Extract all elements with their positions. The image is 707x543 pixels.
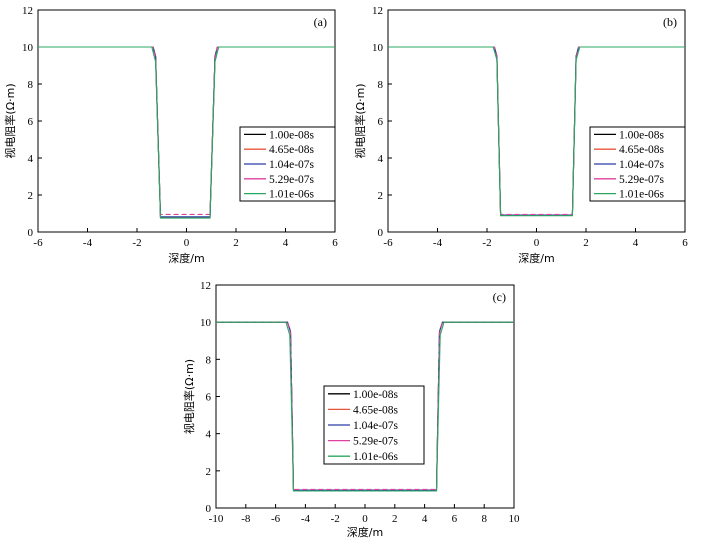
x-tick-label: -4 <box>301 513 311 525</box>
y-tick-label: 6 <box>206 392 212 404</box>
legend-entry: 1.01e-06s <box>619 189 665 201</box>
y-tick-label: 12 <box>22 5 33 17</box>
y-tick-label: 10 <box>22 42 34 54</box>
legend-entry: 1.00e-08s <box>269 129 315 141</box>
x-tick-label: 6 <box>682 237 688 249</box>
y-tick-label: 2 <box>28 190 34 202</box>
y-tick-label: 2 <box>378 190 384 202</box>
x-tick-label: 6 <box>332 237 338 249</box>
chart-panel-1: -6 -4 -2 0 2 4 6 0 2 4 6 8 10 12 深度/m 视电阻率(Ω·m) (b) 1.00e… <box>353 5 688 265</box>
y-tick-label: 10 <box>372 42 384 54</box>
legend-entry: 1.04e-07s <box>269 159 315 171</box>
x-tick-label: 8 <box>481 513 487 525</box>
x-tick-label: -8 <box>241 513 251 525</box>
legend: 1.00e-08s 4.65e-08s 1.04e-07s 5.29e-07s 1.01… <box>239 126 336 202</box>
series-line-4 <box>38 46 335 219</box>
x-tick-label: -6 <box>383 237 393 249</box>
y-tick-label: 4 <box>206 429 212 441</box>
x-tick-label: 4 <box>422 513 428 525</box>
series-line-4 <box>388 46 685 217</box>
legend-entry: 4.65e-08s <box>353 404 399 416</box>
x-tick-label: 0 <box>534 237 540 249</box>
x-tick-label: 2 <box>583 237 589 249</box>
legend: 1.00e-08s 4.65e-08s 1.04e-07s 5.29e-07s 1.01… <box>589 126 686 202</box>
y-tick-label: 8 <box>378 79 384 91</box>
y-tick-label: 8 <box>28 79 34 91</box>
x-tick-label: -6 <box>271 513 281 525</box>
y-axis-label: 视电阻率(Ω·m) <box>3 83 17 158</box>
x-tick-label: -4 <box>433 237 443 249</box>
x-tick-label: -2 <box>132 237 141 249</box>
x-axis-label: 深度/m <box>347 525 383 539</box>
series-line-3 <box>216 321 514 490</box>
x-tick-label: 4 <box>633 237 639 249</box>
legend-entry: 1.01e-06s <box>269 189 315 201</box>
x-axis-label: 深度/m <box>168 251 204 265</box>
series-line-3 <box>388 46 685 215</box>
x-tick-label: 10 <box>509 513 521 525</box>
y-tick-label: 2 <box>206 466 212 478</box>
x-tick-label: 2 <box>233 237 239 249</box>
series-line-4 <box>216 321 514 492</box>
legend-entry: 4.65e-08s <box>619 144 665 156</box>
y-tick-label: 6 <box>28 116 34 128</box>
y-tick-label: 8 <box>206 354 212 366</box>
y-tick-label: 6 <box>378 116 384 128</box>
legend-entry: 1.04e-07s <box>619 159 665 171</box>
y-tick-label: 0 <box>206 503 212 515</box>
x-tick-label: -4 <box>83 237 93 249</box>
y-tick-label: 12 <box>200 280 211 292</box>
x-tick-label: -2 <box>331 513 340 525</box>
legend-entry: 1.00e-08s <box>619 129 665 141</box>
panel-label: (c) <box>493 290 506 304</box>
x-tick-label: 4 <box>283 237 289 249</box>
series-line-3 <box>38 46 335 215</box>
y-tick-label: 0 <box>28 227 34 239</box>
chart-panel-2: -10 -8 -6 -4 -2 0 2 4 6 8 10 0 2 4 6 8 10 12 深度/m 视电阻率(Ω·m)… <box>182 280 520 539</box>
y-tick-label: 4 <box>28 153 34 165</box>
x-tick-label: -6 <box>33 237 43 249</box>
y-tick-label: 4 <box>378 153 384 165</box>
y-tick-label: 10 <box>200 317 212 329</box>
x-axis-label: 深度/m <box>518 251 554 265</box>
legend-entry: 1.04e-07s <box>353 420 399 432</box>
x-tick-label: -2 <box>482 237 491 249</box>
x-tick-label: 2 <box>392 513 398 525</box>
x-tick-label: 0 <box>184 237 190 249</box>
panel-label: (b) <box>663 15 677 29</box>
y-axis-label: 视电阻率(Ω·m) <box>182 359 196 434</box>
x-tick-label: -10 <box>209 513 224 525</box>
y-axis-label: 视电阻率(Ω·m) <box>353 83 367 158</box>
legend-entry: 4.65e-08s <box>269 144 315 156</box>
x-tick-label: 6 <box>452 513 458 525</box>
x-tick-label: 0 <box>362 513 368 525</box>
y-tick-label: 12 <box>372 5 383 17</box>
legend: 1.00e-08s 4.65e-08s 1.04e-07s 5.29e-07s 1.01… <box>323 385 425 465</box>
legend-entry: 5.29e-07s <box>353 436 399 448</box>
chart-panel-0: -6 -4 -2 0 2 4 6 0 2 4 6 8 10 12 深度/m 视电阻率(Ω·m) (a) 1.00e… <box>3 5 338 265</box>
y-tick-label: 0 <box>378 227 384 239</box>
panel-label: (a) <box>314 15 327 29</box>
legend-entry: 5.29e-07s <box>269 174 315 186</box>
legend-entry: 1.01e-06s <box>353 451 399 463</box>
legend-entry: 5.29e-07s <box>619 174 665 186</box>
legend-entry: 1.00e-08s <box>353 389 399 401</box>
